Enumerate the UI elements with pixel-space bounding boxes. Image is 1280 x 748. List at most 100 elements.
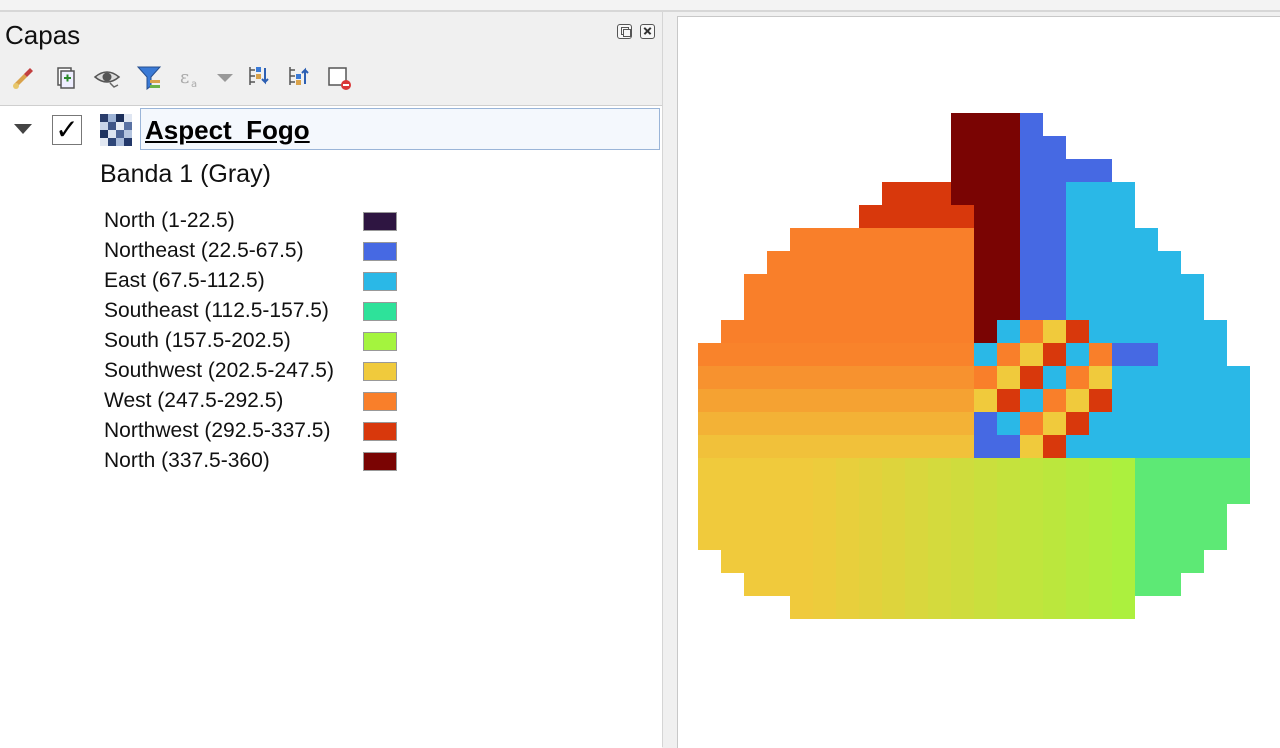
- raster-cell: [744, 389, 767, 412]
- raster-cell: [1204, 343, 1227, 366]
- legend-swatch: [363, 452, 397, 471]
- raster-cell: [974, 251, 997, 274]
- remove-layer-icon[interactable]: [324, 62, 354, 92]
- raster-cell: [859, 343, 882, 366]
- layer-row[interactable]: ✓ Aspect_Fogo: [0, 106, 662, 152]
- raster-cell: [1089, 389, 1112, 412]
- raster-cell: [1181, 389, 1204, 412]
- raster-cell: [1135, 389, 1158, 412]
- raster-cell: [882, 504, 905, 527]
- raster-cell: [1089, 412, 1112, 435]
- raster-cell: [859, 412, 882, 435]
- raster-cell: [1020, 389, 1043, 412]
- raster-cell: [790, 550, 813, 573]
- raster-cell: [1089, 274, 1112, 297]
- raster-cell: [1135, 366, 1158, 389]
- raster-cell: [951, 343, 974, 366]
- raster-cell: [1020, 481, 1043, 504]
- raster-cell: [1066, 297, 1089, 320]
- raster-cell: [1112, 251, 1135, 274]
- raster-cell: [905, 228, 928, 251]
- dropdown-arrow-icon[interactable]: [210, 62, 240, 92]
- raster-cell: [951, 205, 974, 228]
- raster-cell: [790, 458, 813, 481]
- raster-cell: [767, 573, 790, 596]
- raster-cell: [1043, 458, 1066, 481]
- raster-cell: [1089, 205, 1112, 228]
- raster-cell: [859, 228, 882, 251]
- raster-cell: [974, 320, 997, 343]
- raster-cell: [767, 274, 790, 297]
- raster-cell: [767, 412, 790, 435]
- raster-cell: [974, 343, 997, 366]
- raster-cell: [813, 320, 836, 343]
- raster-cell: [1158, 389, 1181, 412]
- raster-cell: [1020, 527, 1043, 550]
- legend-label: West (247.5-292.5): [104, 389, 284, 412]
- raster-cell: [951, 274, 974, 297]
- panel-splitter[interactable]: [662, 12, 677, 747]
- raster-cell: [1043, 274, 1066, 297]
- raster-cell: [882, 366, 905, 389]
- raster-cell: [1112, 504, 1135, 527]
- layer-name-field[interactable]: Aspect_Fogo: [140, 108, 660, 150]
- raster-cell: [882, 573, 905, 596]
- raster-cell: [698, 481, 721, 504]
- map-canvas[interactable]: [677, 16, 1280, 748]
- collapse-arrow-icon[interactable]: [14, 124, 32, 134]
- raster-cell: [1135, 435, 1158, 458]
- raster-cell: [974, 205, 997, 228]
- legend-item: North (337.5-360): [104, 448, 404, 474]
- add-group-icon[interactable]: [50, 62, 80, 92]
- raster-cell: [1181, 527, 1204, 550]
- raster-cell: [790, 412, 813, 435]
- raster-cell: [1135, 274, 1158, 297]
- raster-cell: [1043, 182, 1066, 205]
- raster-cell: [1135, 504, 1158, 527]
- raster-cell: [951, 136, 974, 159]
- raster-cell: [1089, 527, 1112, 550]
- raster-cell: [1020, 412, 1043, 435]
- raster-cell: [1112, 205, 1135, 228]
- raster-cell: [1089, 504, 1112, 527]
- raster-cell: [721, 504, 744, 527]
- raster-cell: [859, 550, 882, 573]
- collapse-all-icon[interactable]: [284, 62, 314, 92]
- raster-cell: [767, 366, 790, 389]
- raster-cell: [1158, 550, 1181, 573]
- raster-cell: [813, 389, 836, 412]
- raster-cell: [951, 527, 974, 550]
- raster-cell: [1181, 435, 1204, 458]
- expand-all-icon[interactable]: [244, 62, 274, 92]
- raster-cell: [997, 366, 1020, 389]
- raster-cell: [813, 435, 836, 458]
- close-panel-icon[interactable]: [640, 24, 655, 39]
- legend-label: Southeast (112.5-157.5): [104, 299, 329, 322]
- manage-map-themes-icon[interactable]: [92, 62, 122, 92]
- raster-cell: [882, 320, 905, 343]
- raster-cell: [1112, 297, 1135, 320]
- raster-cell: [1181, 343, 1204, 366]
- raster-cell: [905, 297, 928, 320]
- raster-cell: [974, 550, 997, 573]
- raster-cell: [790, 297, 813, 320]
- raster-cell: [1204, 412, 1227, 435]
- raster-cell: [1020, 573, 1043, 596]
- raster-cell: [813, 527, 836, 550]
- filter-legend-icon[interactable]: [134, 62, 164, 92]
- legend-item: Southeast (112.5-157.5): [104, 298, 404, 324]
- legend-swatch: [363, 242, 397, 261]
- open-styling-panel-icon[interactable]: [8, 62, 38, 92]
- raster-cell: [1066, 596, 1089, 619]
- legend-label: South (157.5-202.5): [104, 329, 291, 352]
- raster-cell: [882, 182, 905, 205]
- float-panel-icon[interactable]: [617, 24, 632, 39]
- layer-visibility-checkbox[interactable]: ✓: [52, 115, 82, 145]
- raster-cell: [997, 504, 1020, 527]
- raster-cell: [1158, 527, 1181, 550]
- raster-cell: [1204, 320, 1227, 343]
- raster-cell: [905, 343, 928, 366]
- raster-cell: [1227, 481, 1250, 504]
